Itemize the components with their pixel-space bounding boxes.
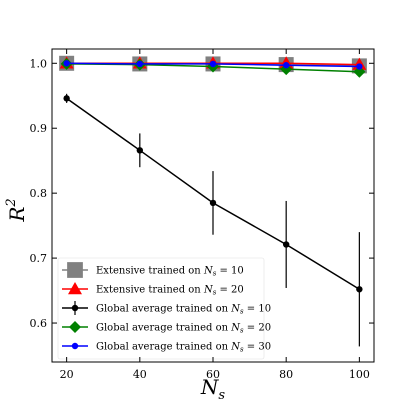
series-layer (59, 55, 367, 347)
legend-label: Global average trained on Ns = 30 (96, 342, 271, 354)
y-tick-label: 1.0 (30, 57, 48, 70)
data-point (282, 241, 290, 248)
legend-label: Extensive trained on Ns = 20 (96, 285, 244, 297)
legend-entry-2: Extensive trained on Ns = 20 (62, 282, 244, 297)
y-tick-label: 0.8 (30, 187, 48, 200)
legend-swatch-marker (69, 321, 81, 333)
legend-label: Global average trained on Ns = 20 (96, 323, 271, 335)
x-tick-label: 100 (349, 368, 370, 381)
legend-swatch-marker (67, 262, 83, 278)
data-point (209, 60, 217, 68)
legend: Extensive trained on Ns = 10 Extensive tr… (57, 257, 271, 360)
x-tick-label: 40 (133, 368, 147, 381)
data-point (353, 65, 366, 78)
y-tick-label: 0.6 (30, 317, 48, 330)
x-tick-label: 80 (279, 368, 293, 381)
x-tick-label: 20 (60, 368, 74, 381)
data-point (63, 95, 70, 102)
y-tick-label: 0.7 (30, 252, 48, 265)
y-tick-label: 0.9 (30, 122, 48, 135)
legend-label: Extensive trained on Ns = 10 (96, 266, 244, 278)
data-point (356, 286, 363, 293)
y-axis-title: R2 (4, 198, 29, 222)
data-point (282, 62, 290, 69)
legend-entry-5: Global average trained on Ns = 30 (62, 342, 271, 354)
data-point (209, 199, 217, 207)
legend-swatch-marker (71, 304, 79, 312)
data-point (136, 147, 144, 154)
tick-layer: 20 40 60 80 100 0.6 0.7 0.8 0.9 1.0 (30, 49, 374, 381)
legend-entry-3: Global average trained on Ns = 10 (62, 301, 271, 316)
data-point (63, 60, 70, 67)
legend-entry-4: Global average trained on Ns = 20 (62, 321, 271, 335)
legend-label: Global average trained on Ns = 10 (96, 304, 271, 316)
series-5 (63, 60, 363, 70)
legend-entry-1: Extensive trained on Ns = 10 (62, 262, 244, 278)
legend-swatch-marker (68, 282, 82, 295)
x-axis-title: Ns (200, 375, 226, 403)
data-point (136, 60, 144, 68)
legend-swatch-marker (71, 342, 79, 350)
legend-box (57, 257, 265, 360)
x-tick-label: 60 (206, 368, 220, 381)
data-point (356, 63, 363, 70)
series-3 (63, 93, 363, 347)
